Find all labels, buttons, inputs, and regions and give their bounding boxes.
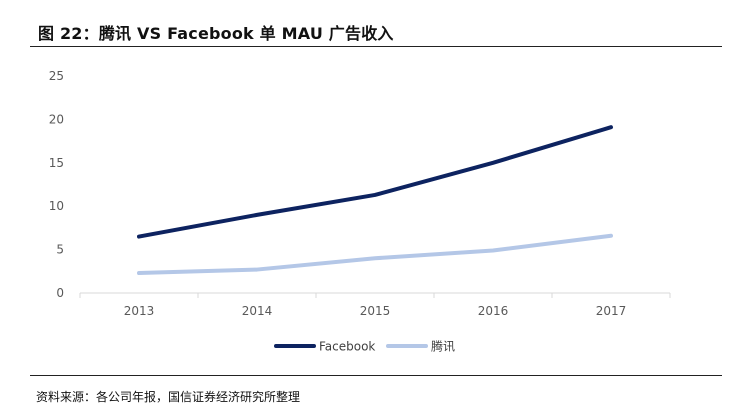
tencent-point — [610, 235, 612, 237]
source-note: 资料来源：各公司年报，国信证券经济研究所整理 — [36, 390, 301, 404]
tencent-line — [137, 233, 613, 276]
tencent-point — [374, 257, 376, 259]
tencent-point — [492, 249, 494, 251]
chart-legend: Facebook 腾讯 — [274, 339, 455, 354]
tencent-point — [138, 272, 140, 274]
y-tick-label: 10 — [49, 199, 64, 213]
y-tick-label: 0 — [56, 286, 64, 300]
x-tick-label: 2017 — [596, 304, 627, 318]
axes-layer: 2013 2014 2015 2016 2017 0 5 10 15 20 25 — [49, 69, 671, 318]
tencent-point — [256, 269, 258, 271]
facebook-point — [492, 162, 494, 164]
title-rule — [30, 46, 722, 47]
legend-tencent-label: 腾讯 — [431, 339, 455, 354]
y-tick-label: 5 — [56, 243, 64, 257]
facebook-point — [610, 126, 612, 128]
figure-title: 图 22：腾讯 VS Facebook 单 MAU 广告收入 — [38, 24, 394, 43]
source-rule — [30, 375, 722, 376]
y-tick-label: 15 — [49, 156, 64, 170]
y-tick-label: 20 — [49, 112, 64, 126]
x-tick-label: 2014 — [242, 304, 273, 318]
series-layer — [137, 125, 613, 276]
facebook-line — [137, 125, 613, 239]
x-tick-label: 2015 — [360, 304, 391, 318]
x-tick-label: 2013 — [124, 304, 155, 318]
y-tick-label: 25 — [49, 69, 64, 83]
facebook-point — [256, 214, 258, 216]
legend-facebook-label: Facebook — [319, 340, 375, 354]
facebook-point — [138, 236, 140, 238]
facebook-point — [374, 194, 376, 196]
x-tick-label: 2016 — [478, 304, 509, 318]
